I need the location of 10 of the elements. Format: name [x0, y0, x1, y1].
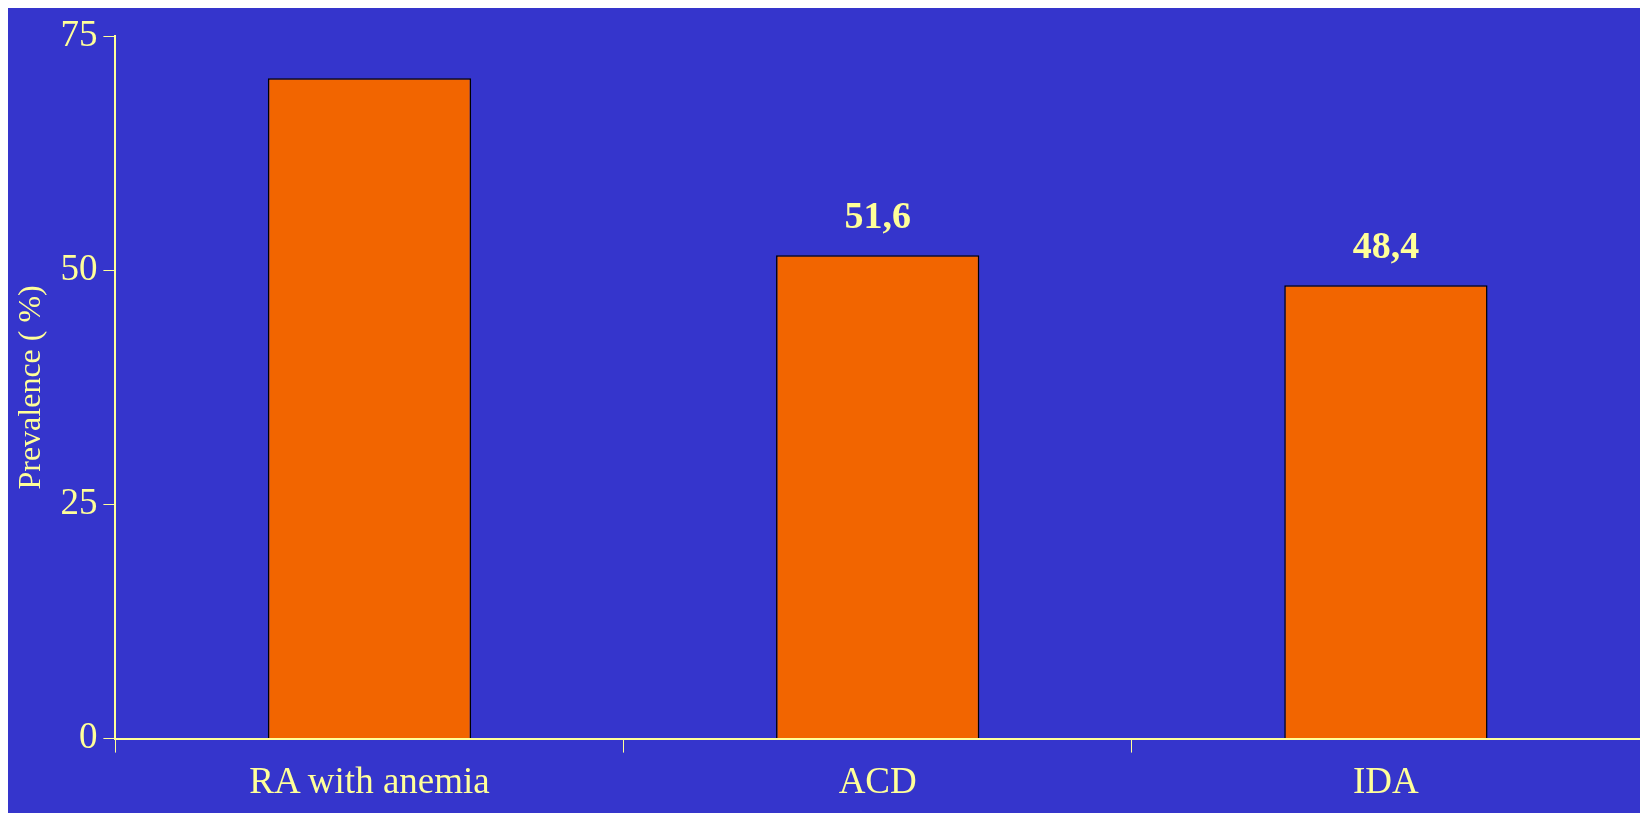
- x-tick-label: RA with anemia: [249, 759, 490, 801]
- y-tick-label: 25: [60, 481, 98, 523]
- data-label: 48,4: [1352, 224, 1420, 267]
- y-axis-title: Prevalence ( %): [10, 285, 47, 490]
- y-tick-label: 0: [78, 715, 98, 757]
- x-tick-label: IDA: [1353, 759, 1420, 801]
- y-tick-label: 75: [60, 12, 98, 54]
- data-label: 51,6: [844, 194, 911, 237]
- x-tick-label: ACD: [838, 759, 917, 801]
- y-tick-label: 50: [60, 247, 98, 289]
